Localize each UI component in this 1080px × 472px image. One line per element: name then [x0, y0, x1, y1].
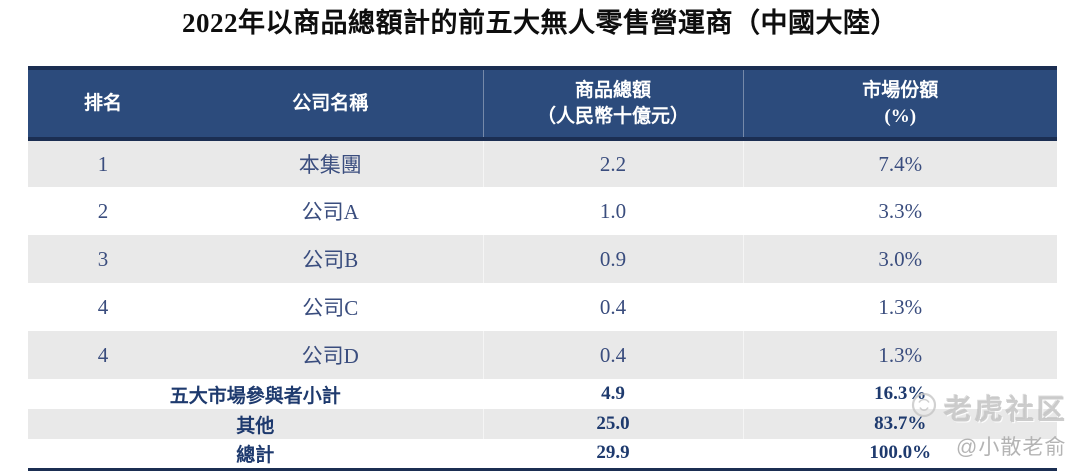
gmv-cell: 4.9 [482, 379, 743, 409]
subtotal-row: 五大市場參與者小計 4.9 16.3% [28, 379, 1057, 409]
summary-label-cell: 其他 [236, 415, 275, 437]
summary-label-cell: 總計 [28, 439, 483, 471]
gmv-cell: 2.2 [482, 139, 743, 187]
column-header-share-line2: (%) [884, 105, 917, 127]
table-row: 4 公司C 0.4 1.3% [28, 283, 1057, 331]
rank-cell: 3 [97, 246, 109, 271]
company-cell: 公司C [302, 296, 359, 320]
watermark-handle: @小散老俞 [956, 436, 1067, 459]
column-header-gmv-line1: 商品總額 [574, 79, 651, 101]
watermark-brand: 老虎社区 [944, 394, 1069, 425]
column-header-share-line1: 市場份額 [862, 79, 939, 101]
rank-cell: 4 [97, 294, 109, 319]
share-cell: 3.3% [742, 187, 1057, 235]
share-cell: 3.0% [742, 235, 1057, 283]
summary-label-cell: 五大市場參與者小計 [169, 385, 341, 407]
tiger-logo-icon [911, 392, 937, 418]
column-header-gmv: 商品總額 （人民幣十億元） [482, 66, 743, 141]
column-header-company: 公司名稱 [178, 66, 483, 141]
page-title: 2022年以商品總額計的前五大無人零售營運商（中國大陸） [182, 8, 898, 38]
total-row: 總計 29.9 100.0% [28, 439, 1057, 471]
column-header-share: 市場份額 (%) [742, 66, 1057, 141]
table-row: 2 公司A 1.0 3.3% [28, 187, 1057, 235]
others-row: 其他 25.0 83.7% [28, 409, 1057, 439]
table-body: 1 本集團 2.2 7.4% 2 公司A 1.0 3.3% 3 公司B 0.9 … [28, 139, 1057, 471]
column-header-rank: 排名 [28, 66, 178, 141]
gmv-cell: 0.9 [482, 235, 743, 283]
company-cell: 本集團 [298, 153, 362, 177]
share-cell: 7.4% [742, 139, 1057, 187]
company-cell: 公司A [301, 200, 359, 224]
table-header: 排名 公司名稱 商品總額 （人民幣十億元） 市場份額 (%) [28, 66, 1057, 141]
share-cell: 16.3% [742, 379, 1057, 409]
gmv-cell: 0.4 [482, 331, 743, 379]
rank-cell: 2 [97, 198, 109, 223]
share-cell: 1.3% [742, 283, 1057, 331]
table-row: 1 本集團 2.2 7.4% [28, 139, 1057, 187]
top5-operators-table: 排名 公司名稱 商品總額 （人民幣十億元） 市場份額 (%) 1 本集團 2.2… [28, 66, 1057, 471]
company-cell: 公司D [301, 344, 359, 368]
gmv-cell: 29.9 [482, 439, 743, 471]
share-cell: 1.3% [742, 331, 1057, 379]
table-row: 3 公司B 0.9 3.0% [28, 235, 1057, 283]
column-header-gmv-line2: （人民幣十億元） [536, 105, 689, 127]
table-row: 4 公司D 0.4 1.3% [28, 331, 1057, 379]
gmv-cell: 25.0 [482, 409, 743, 439]
gmv-cell: 1.0 [482, 187, 743, 235]
company-cell: 公司B [302, 248, 359, 272]
rank-cell: 1 [97, 151, 109, 176]
share-cell: 100.0% [742, 439, 1057, 471]
rank-cell: 4 [97, 342, 109, 367]
header-row: 排名 公司名稱 商品總額 （人民幣十億元） 市場份額 (%) [28, 66, 1057, 141]
gmv-cell: 0.4 [482, 283, 743, 331]
share-cell: 83.7% [742, 409, 1057, 439]
